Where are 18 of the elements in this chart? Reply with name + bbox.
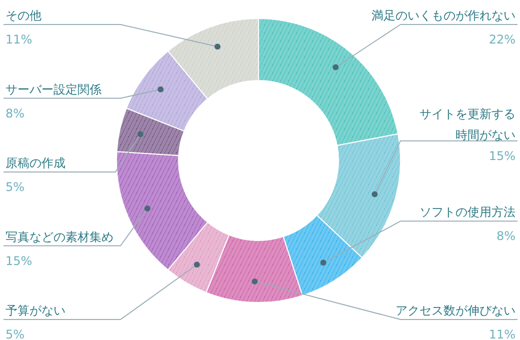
data-label: 11%: [488, 328, 516, 340]
slice-label: 写真などの素材集め: [6, 230, 114, 244]
data-label: 11%: [6, 32, 32, 46]
slice-label: 満足のいくものが作れない: [372, 8, 516, 22]
data-label: 22%: [488, 32, 516, 46]
slice-label: ソフトの使用方法: [420, 205, 516, 220]
data-label: 8%: [6, 106, 25, 120]
slice-label: その他: [6, 8, 42, 22]
data-label: 5%: [6, 328, 25, 340]
slice-label: 原稿の作成: [6, 156, 66, 170]
data-label: 15%: [6, 254, 32, 268]
slice-label: 予算がない: [6, 304, 66, 318]
data-label: 15%: [488, 148, 516, 163]
slice-label: サイトを更新する時間がない: [420, 106, 516, 142]
data-label: 8%: [496, 229, 516, 244]
data-label: 5%: [6, 180, 25, 194]
slice-label: アクセス数が伸びない: [396, 304, 516, 318]
slice-label: サーバー設定関係: [6, 82, 102, 96]
